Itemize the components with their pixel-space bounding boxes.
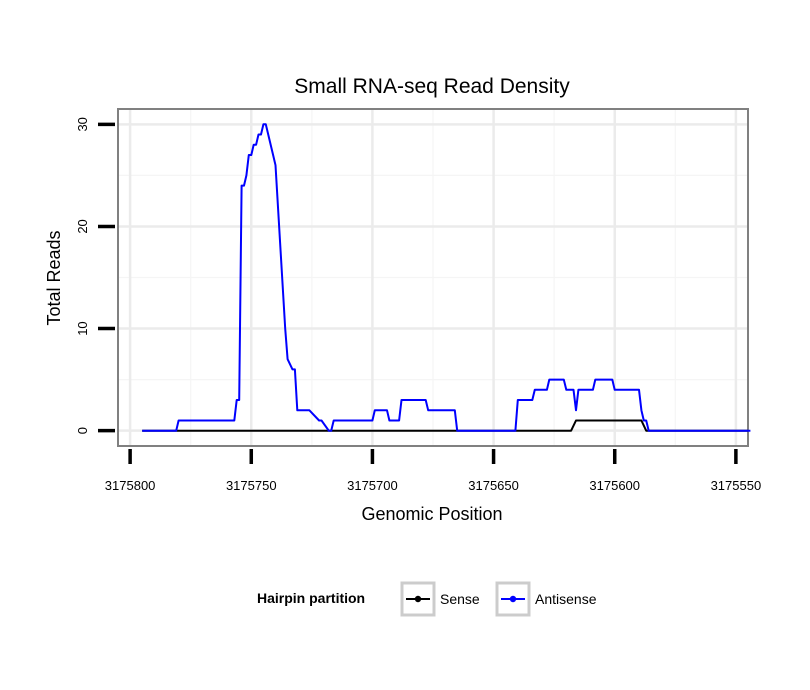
legend-label-sense: Sense xyxy=(440,591,480,607)
y-axis-title: Total Reads xyxy=(44,230,64,325)
x-tick-label: 3175550 xyxy=(711,478,762,493)
series-lines xyxy=(142,123,751,432)
x-axis-title: Genomic Position xyxy=(361,504,502,524)
x-tick-label: 3175600 xyxy=(589,478,640,493)
series-line-antisense xyxy=(142,123,751,432)
x-tick-label: 3175800 xyxy=(105,478,156,493)
y-tick-label: 20 xyxy=(75,219,90,233)
legend-point-sense xyxy=(414,595,422,603)
legend-point-antisense xyxy=(509,595,517,603)
x-tick-label: 3175650 xyxy=(468,478,519,493)
grid-lines xyxy=(119,110,747,445)
y-tick-label: 0 xyxy=(75,427,90,434)
legend-label-antisense: Antisense xyxy=(535,591,597,607)
legend-title: Hairpin partition xyxy=(257,590,365,606)
y-tick-label: 30 xyxy=(75,117,90,131)
chart-title: Small RNA-seq Read Density xyxy=(294,75,570,98)
legend: Hairpin partition Sense Antisense xyxy=(257,581,597,617)
y-axis: 0 10 20 30 xyxy=(75,117,115,434)
x-tick-label: 3175750 xyxy=(226,478,277,493)
y-tick-label: 10 xyxy=(75,321,90,335)
x-axis: 3175800 3175750 3175700 3175650 3175600 31755… xyxy=(105,449,761,493)
x-tick-label: 3175700 xyxy=(347,478,398,493)
